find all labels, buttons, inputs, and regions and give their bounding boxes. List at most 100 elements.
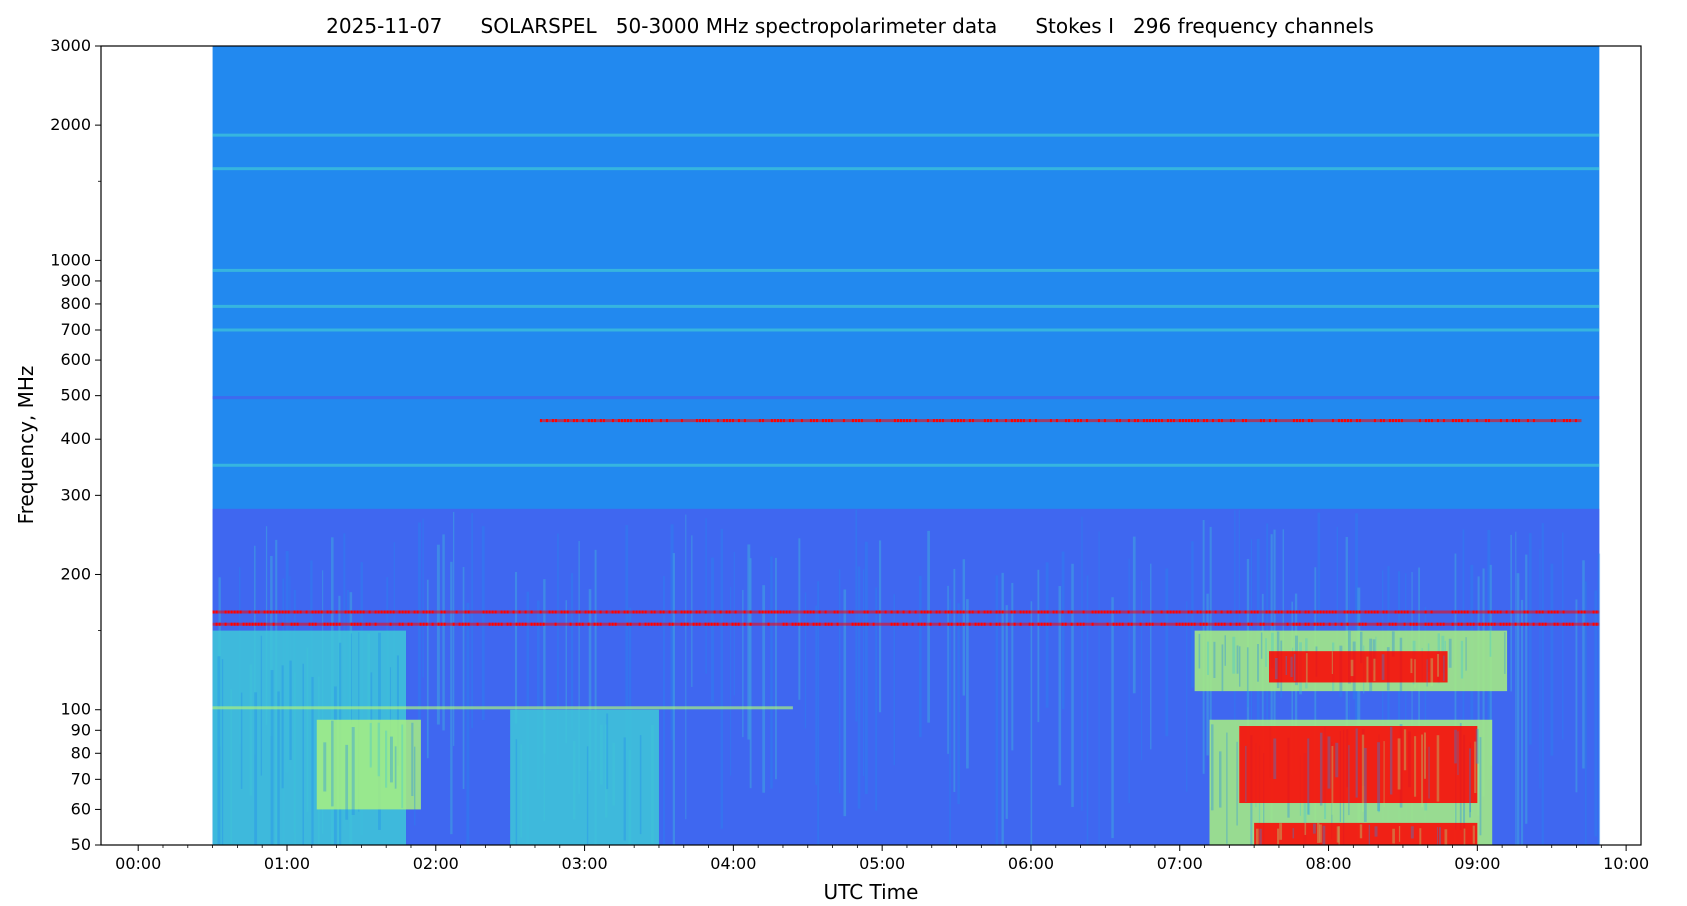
x-tick-label: 02:00	[413, 854, 459, 873]
band-dash	[1304, 610, 1307, 614]
region-striation	[289, 660, 292, 760]
region-striation	[1457, 731, 1459, 776]
band-dash	[1499, 419, 1502, 423]
region-striation	[270, 670, 274, 845]
band-dash	[1562, 610, 1565, 614]
band-dash	[1040, 622, 1043, 626]
band-dash	[641, 419, 644, 423]
band-dash	[305, 610, 308, 614]
band-dash	[1430, 419, 1433, 423]
band-dash	[509, 622, 512, 626]
band-dash	[944, 610, 947, 614]
band-dash	[1013, 610, 1016, 614]
band-dash	[956, 610, 959, 614]
band-dash	[1112, 622, 1115, 626]
plot-frame	[100, 45, 1642, 846]
band-dash	[1121, 622, 1124, 626]
band-dash	[1550, 610, 1553, 614]
band-dash	[827, 622, 830, 626]
band-dash	[1157, 419, 1160, 423]
band-dash	[938, 610, 941, 614]
region-striation	[804, 592, 807, 729]
band-dash	[1118, 610, 1121, 614]
band-dash	[1388, 419, 1391, 423]
band-dash	[1400, 610, 1403, 614]
region-striation	[605, 724, 608, 818]
band-dash	[293, 610, 296, 614]
band-dash	[797, 622, 800, 626]
region-striation	[863, 569, 865, 777]
region-striation	[1001, 572, 1004, 845]
band-dash	[1484, 419, 1487, 423]
band-dash	[638, 622, 641, 626]
band-dash	[650, 610, 653, 614]
region-striation	[1273, 738, 1277, 779]
region-striation	[1335, 742, 1339, 778]
region-striation	[1520, 599, 1524, 845]
heatmap-band	[212, 622, 1600, 626]
band-dash	[236, 610, 239, 614]
band-dash	[296, 610, 299, 614]
band-dash	[851, 610, 854, 614]
band-dash	[1466, 622, 1469, 626]
band-dash	[1010, 610, 1013, 614]
band-dash	[1472, 610, 1475, 614]
region-striation	[385, 730, 388, 788]
band-dash	[1022, 610, 1025, 614]
band-dash	[1040, 610, 1043, 614]
band-dash	[518, 622, 521, 626]
band-dash	[1187, 622, 1190, 626]
band-dash	[1142, 610, 1145, 614]
band-dash	[803, 622, 806, 626]
band-dash	[1265, 610, 1268, 614]
band-dash	[1535, 610, 1538, 614]
band-dash	[617, 610, 620, 614]
band-dash	[1271, 622, 1274, 626]
region-striation	[1317, 512, 1321, 673]
band-dash	[626, 610, 629, 614]
band-dash	[737, 419, 740, 423]
band-dash	[494, 622, 497, 626]
band-dash	[464, 622, 467, 626]
band-dash	[1382, 419, 1385, 423]
band-dash	[353, 622, 356, 626]
band-dash	[1031, 622, 1034, 626]
region-striation	[515, 739, 518, 845]
band-dash	[758, 610, 761, 614]
band-dash	[1172, 610, 1175, 614]
band-dash	[1301, 419, 1304, 423]
band-dash	[1055, 610, 1058, 614]
band-dash	[1397, 419, 1400, 423]
region-striation	[422, 518, 424, 678]
band-dash	[623, 419, 626, 423]
region-striation	[1030, 601, 1033, 845]
band-dash	[593, 610, 596, 614]
band-dash	[776, 610, 779, 614]
band-dash	[1190, 622, 1193, 626]
band-dash	[1460, 622, 1463, 626]
band-dash	[272, 610, 275, 614]
region-striation	[453, 511, 455, 746]
band-dash	[815, 622, 818, 626]
band-dash	[995, 622, 998, 626]
band-dash	[764, 610, 767, 614]
band-dash	[1037, 610, 1040, 614]
band-dash	[698, 419, 701, 423]
band-dash	[1046, 622, 1049, 626]
band-dash	[1028, 610, 1031, 614]
region-striation	[612, 742, 615, 806]
band-dash	[1103, 610, 1106, 614]
band-dash	[1343, 610, 1346, 614]
region-striation	[1539, 548, 1541, 789]
region-striation	[1366, 656, 1369, 683]
band-dash	[1019, 610, 1022, 614]
region-striation	[1260, 632, 1263, 659]
band-dash	[1565, 622, 1568, 626]
band-dash	[1346, 419, 1349, 423]
band-dash	[935, 419, 938, 423]
band-dash	[425, 610, 428, 614]
region-striation	[1257, 643, 1259, 682]
band-dash	[1307, 622, 1310, 626]
band-dash	[725, 622, 728, 626]
